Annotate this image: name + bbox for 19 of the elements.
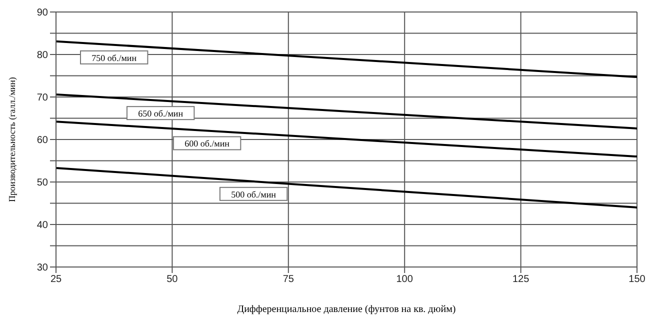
y-tick-label: 90 <box>36 8 48 19</box>
x-tick-label: 75 <box>282 274 294 286</box>
x-axis-title: Дифференциальное давление (фунтов на кв. дюйм) <box>237 304 456 315</box>
y-tick-label: 50 <box>36 178 48 189</box>
x-tick-label: 25 <box>50 274 62 286</box>
series-label: 600 об./мин <box>184 138 230 149</box>
series-label: 650 об./мин <box>138 108 184 119</box>
y-tick-label: 60 <box>36 135 48 146</box>
y-tick-label: 70 <box>36 92 48 104</box>
series-label: 750 об./мин <box>92 52 137 63</box>
x-tick-label: 50 <box>166 274 178 286</box>
x-tick-label: 150 <box>628 274 646 286</box>
series-label: 500 об./мин <box>231 189 276 200</box>
x-tick-label: 100 <box>396 274 414 286</box>
x-tick-label: 125 <box>512 274 530 286</box>
y-tick-label: 30 <box>36 262 48 274</box>
y-tick-label: 80 <box>36 50 48 62</box>
y-tick-label: 40 <box>36 220 48 232</box>
y-axis-title: Производительность (галл./мин) <box>7 77 18 202</box>
